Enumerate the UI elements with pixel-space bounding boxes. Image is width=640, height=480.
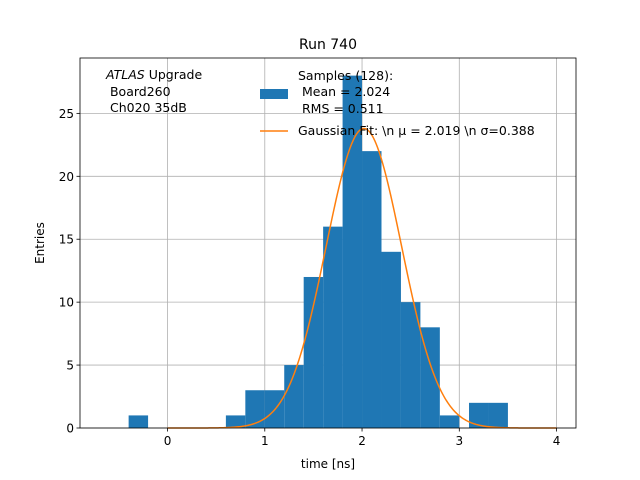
legend: Samples (128): Mean = 2.024 RMS = 0.511 …	[260, 68, 535, 138]
legend-fit-label: Gaussian Fit: \n μ = 2.019 \n σ=0.388	[298, 123, 535, 138]
y-tick-label: 5	[66, 359, 74, 373]
x-axis-label: time [ns]	[301, 457, 355, 471]
x-tick-label: 1	[261, 434, 269, 448]
histogram-bar	[420, 327, 440, 428]
histogram-bar	[284, 365, 304, 428]
x-axis-ticks: 0 1 2 3 4	[164, 428, 561, 448]
x-tick-label: 0	[164, 434, 172, 448]
histogram-bar	[381, 251, 401, 428]
histogram-bars	[128, 75, 508, 428]
legend-histogram-line1: Samples (128):	[298, 68, 393, 83]
histogram-bar	[362, 151, 382, 428]
x-tick-label: 3	[455, 434, 463, 448]
histogram-bar	[323, 226, 343, 428]
histogram-bar	[488, 402, 508, 428]
histogram-bar	[225, 415, 246, 428]
annotation-channel: Ch020 35dB	[106, 100, 187, 115]
plot-frame	[79, 57, 577, 429]
x-tick-label: 2	[358, 434, 366, 448]
histogram-bar	[303, 276, 324, 428]
histogram-bar	[245, 390, 265, 428]
annotation-board: Board260	[106, 84, 171, 99]
histogram-bar	[469, 402, 489, 428]
histogram-bar	[342, 75, 363, 428]
legend-histogram-line2: Mean = 2.024	[298, 84, 390, 99]
y-tick-label: 20	[59, 170, 74, 184]
histogram-bar	[439, 415, 460, 428]
x-tick-label: 4	[553, 434, 561, 448]
annotation-upgrade: Upgrade	[145, 67, 203, 82]
y-axis-ticks: 0 5 10 15 20 25	[59, 107, 80, 436]
y-axis-label: Entries	[33, 222, 47, 264]
chart-title: Run 740	[299, 37, 357, 53]
histogram-bar	[400, 302, 421, 428]
y-tick-label: 0	[66, 422, 74, 436]
y-tick-label: 15	[59, 233, 74, 247]
y-tick-label: 25	[59, 107, 74, 121]
annotation-atlas: ATLAS	[105, 67, 145, 82]
annotation-text: ATLAS Upgrade Board260 Ch020 35dB	[105, 67, 202, 115]
legend-histogram-patch	[260, 89, 288, 99]
svg-text:ATLAS Upgrade: ATLAS Upgrade	[105, 67, 202, 82]
y-tick-label: 10	[59, 296, 74, 310]
gaussian-fit-line	[167, 127, 557, 429]
histogram-bar	[128, 415, 149, 428]
legend-histogram-line3: RMS = 0.511	[298, 101, 384, 116]
